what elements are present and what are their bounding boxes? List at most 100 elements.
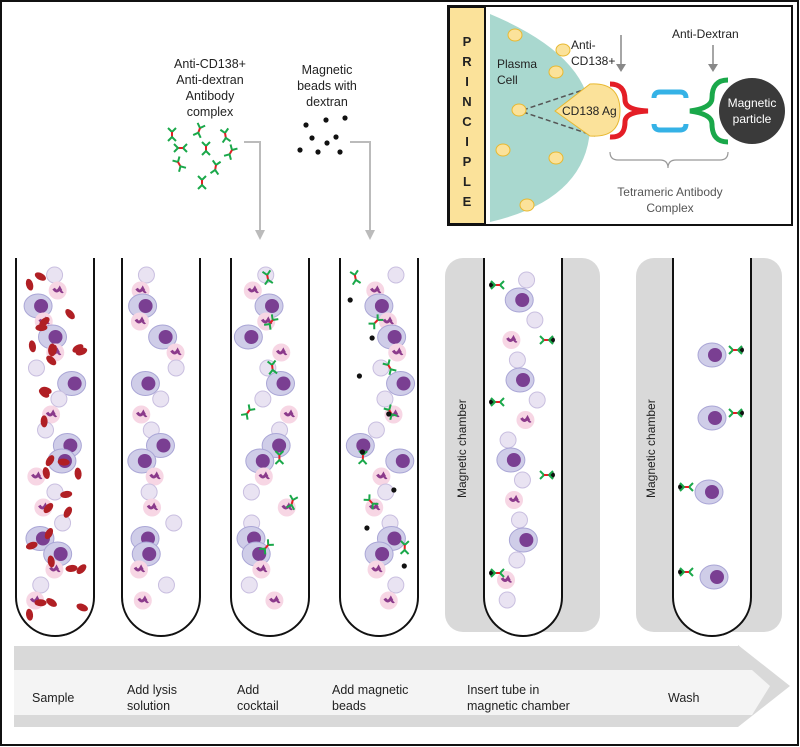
- bridging-antibody: [651, 89, 689, 133]
- label-line: Anti-: [571, 38, 596, 52]
- red-blood-cell: [46, 355, 57, 366]
- red-blood-cell: [57, 458, 70, 466]
- antibody-icon: [209, 159, 222, 176]
- red-blood-cell: [39, 317, 50, 327]
- anti-cd138-label: Anti- CD138+: [571, 37, 615, 69]
- label-line: Wash: [668, 691, 700, 705]
- plasma-cell-label: Plasma Cell: [497, 56, 537, 88]
- granule-shape: [519, 198, 535, 212]
- red-blood-cell: [76, 564, 87, 575]
- lymphocyte-cell: [50, 390, 68, 408]
- antibody-icon: [368, 314, 384, 330]
- red-blood-cell: [25, 608, 34, 621]
- magnetic-bead-icon: [337, 149, 343, 155]
- antibody-icon: [490, 280, 505, 290]
- label-line: Anti-dextran: [176, 73, 244, 87]
- antibody-icon: [223, 144, 238, 161]
- lymphocyte-cell: [254, 390, 272, 408]
- label-line: Complex: [646, 201, 694, 215]
- granule-shape: [548, 151, 564, 165]
- lymphocyte-cell: [46, 266, 64, 284]
- red-blood-cell: [65, 309, 75, 320]
- red-blood-cell: [46, 598, 57, 607]
- antibody-icon: [539, 335, 554, 345]
- anti-dextran-antibody: [689, 77, 729, 145]
- lymphocyte-cell: [526, 311, 544, 329]
- step-label: Sample: [32, 690, 74, 706]
- antibody-icon: [363, 494, 379, 510]
- antibody-icon: [261, 269, 274, 286]
- cd138-antigen-label: CD138 Ag: [562, 104, 617, 118]
- test-tube: [121, 258, 201, 637]
- label-line: Add: [237, 683, 260, 697]
- red-blood-cell: [60, 490, 73, 498]
- step-label: Add magnetic beads: [332, 682, 408, 714]
- label-line: Magnetic: [301, 63, 353, 77]
- anti-dextran-label: Anti-Dextran: [672, 27, 739, 41]
- label-line: Add lysis: [127, 683, 178, 697]
- process-arrow: [14, 645, 790, 727]
- red-blood-cell: [65, 564, 78, 572]
- lymphocyte-cell: [140, 483, 158, 501]
- magnetic-bead-icon: [401, 563, 407, 569]
- lymphocyte-cell: [137, 266, 155, 284]
- antibody-icon: [490, 397, 505, 407]
- complex-brace: [609, 151, 729, 169]
- red-blood-cell: [38, 388, 50, 398]
- magnetic-bead-icon: [333, 134, 339, 140]
- step-label: Insert tube in magnetic chamber: [467, 682, 570, 714]
- magnetic-bead-icon: [315, 149, 321, 155]
- antibody-icon: [539, 470, 554, 480]
- magnetic-bead-icon: [364, 525, 370, 531]
- lymphocyte-cell: [157, 576, 175, 594]
- reagent-arrow: [350, 141, 371, 232]
- title-letter: L: [463, 174, 471, 189]
- label-line: cocktail: [237, 699, 279, 713]
- magnetic-chamber-label: Magnetic chamber: [455, 399, 469, 498]
- label-line: Plasma: [497, 57, 538, 71]
- red-blood-cell: [25, 541, 38, 550]
- title-letter: E: [462, 194, 472, 209]
- antibody-icon: [274, 450, 285, 465]
- lymphocyte-cell: [165, 514, 183, 532]
- red-blood-cell: [34, 272, 46, 281]
- lymphocyte-cell: [27, 359, 45, 377]
- red-blood-cell: [63, 506, 73, 518]
- test-tube: [339, 258, 419, 637]
- tube-outline: [483, 258, 563, 637]
- title-letter: R: [462, 54, 472, 69]
- tetrameric-complex-label: Tetrameric Antibody Complex: [600, 184, 740, 216]
- cd138-antigen-shape: [554, 83, 621, 137]
- label-line: solution: [127, 699, 171, 713]
- antibody-complex-label: Anti-CD138+ Anti-dextran Antibody comple…: [150, 56, 270, 120]
- antibody-icon: [173, 143, 188, 153]
- antibody-icon: [240, 404, 256, 420]
- lymphocyte-cell: [54, 514, 72, 532]
- lymphocyte-cell: [498, 591, 516, 609]
- label-line: complex: [186, 105, 234, 119]
- antibody-icon: [679, 567, 694, 577]
- antibody-icon: [197, 175, 207, 190]
- red-blood-cell: [47, 555, 55, 568]
- lymphocyte-cell: [513, 471, 531, 489]
- anti-cd138-antibody: [609, 81, 649, 140]
- lymphocyte-cell: [167, 359, 185, 377]
- lymphocyte-cell: [508, 351, 526, 369]
- magnetic-chamber-label: Magnetic chamber: [644, 399, 658, 498]
- test-tube: [483, 258, 563, 637]
- step-label: Add lysis solution: [127, 682, 177, 714]
- label-line: Magnetic: [727, 96, 777, 110]
- test-tube: [15, 258, 95, 637]
- granule-shape: [507, 28, 523, 42]
- antibody-icon: [263, 314, 279, 330]
- lymphocyte-cell: [372, 359, 390, 377]
- arrow-head: [255, 230, 265, 240]
- red-blood-cell: [49, 344, 58, 357]
- red-blood-cell: [28, 340, 37, 353]
- lymphocyte-cell: [242, 483, 260, 501]
- label-line: magnetic chamber: [467, 699, 570, 713]
- reagent-arrow: [244, 141, 261, 232]
- principle-strip: [448, 6, 486, 225]
